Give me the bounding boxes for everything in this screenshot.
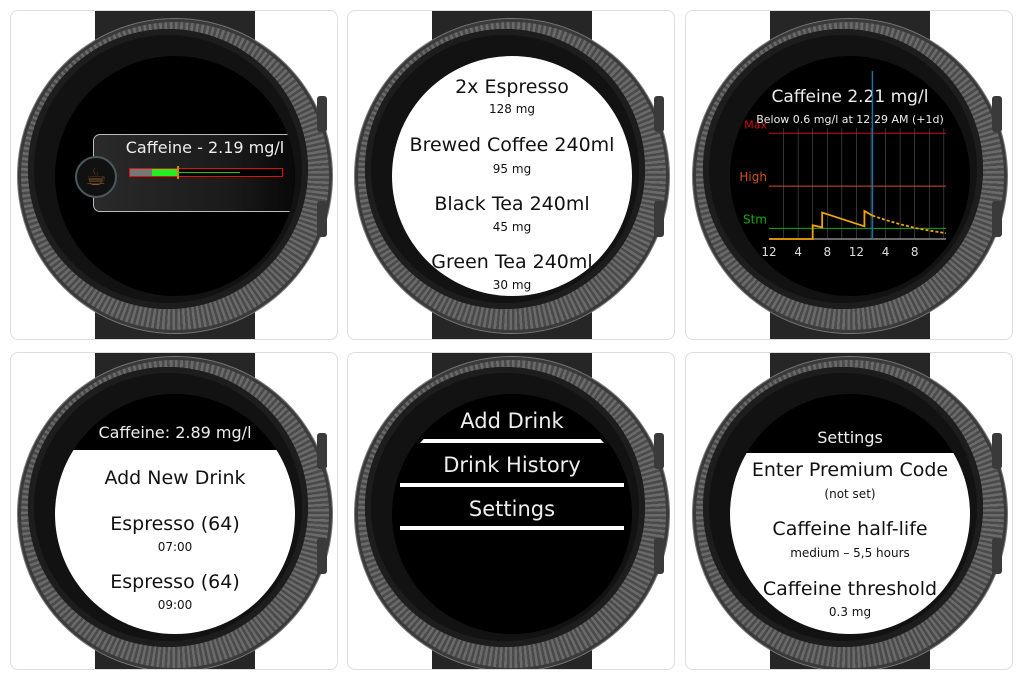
watch-button xyxy=(654,538,664,574)
setting-premium-code[interactable]: Enter Premium Code xyxy=(751,459,949,481)
watch-button xyxy=(317,433,327,469)
watch-button xyxy=(992,433,1002,469)
history-time: 09:00 xyxy=(157,598,193,612)
watch-screen: 2x Espresso 128 mg Brewed Coffee 240ml 9… xyxy=(392,56,632,296)
drink-list-card: 2x Espresso 128 mg Brewed Coffee 240ml 9… xyxy=(347,10,675,340)
bar-segment-gray xyxy=(130,169,152,176)
caffeine-title: Caffeine - 2.19 mg/l xyxy=(125,138,285,157)
caffeine-chart: Max High Stm 12 4 8 12 4 8 xyxy=(739,71,947,259)
setting-value: medium – 5,5 hours xyxy=(790,546,910,560)
drink-name[interactable]: 2x Espresso xyxy=(455,76,569,98)
x-tick-label: 12 xyxy=(761,245,776,259)
chart-title: Caffeine 2.21 mg/l xyxy=(771,87,929,107)
drink-name[interactable]: Brewed Coffee 240ml xyxy=(409,134,615,156)
setting-threshold[interactable]: Caffeine threshold xyxy=(762,578,938,600)
menu-divider xyxy=(400,483,624,487)
bar-green-range xyxy=(178,172,240,173)
x-tick-label: 8 xyxy=(823,245,831,259)
setting-half-life[interactable]: Caffeine half-life xyxy=(772,518,928,540)
bar-segment-green xyxy=(152,169,178,176)
watch-button xyxy=(654,201,664,237)
list-area xyxy=(55,450,295,634)
watch-screen: Caffeine 2.21 mg/l Below 0.6 mg/l at 12:… xyxy=(730,56,970,296)
chart-card: Caffeine 2.21 mg/l Below 0.6 mg/l at 12:… xyxy=(685,10,1013,340)
drink-amount: 30 mg xyxy=(492,278,532,292)
menu-item-drink-history[interactable]: Drink History xyxy=(443,453,581,477)
drink-name[interactable]: Black Tea 240ml xyxy=(434,193,590,215)
drink-amount: 45 mg xyxy=(492,220,532,234)
x-tick-label: 12 xyxy=(849,245,864,259)
settings-header: Settings xyxy=(817,428,883,447)
watch-button xyxy=(654,96,664,132)
add-new-drink-button[interactable]: Add New Drink xyxy=(104,467,246,489)
watch-button xyxy=(654,433,664,469)
caffeine-series-dashed xyxy=(872,214,947,235)
bar-marker xyxy=(177,166,179,179)
x-tick-label: 8 xyxy=(911,245,919,259)
level-label: High xyxy=(739,170,767,184)
history-card: Caffeine: 2.89 mg/l Add New Drink Espres… xyxy=(10,352,338,670)
watch-screen: Caffeine: 2.89 mg/l Add New Drink Espres… xyxy=(55,394,295,634)
watch-button xyxy=(317,96,327,132)
watch-glance-card: ☕ Caffeine - 2.19 mg/l xyxy=(10,10,338,340)
caffeine-series-solid xyxy=(769,209,873,240)
watch-button xyxy=(317,201,327,237)
settings-list xyxy=(730,453,970,634)
menu-item-settings[interactable]: Settings xyxy=(468,497,556,521)
watch-button xyxy=(992,201,1002,237)
settings-card: Settings Enter Premium Code (not set) Ca… xyxy=(685,352,1013,670)
watch-screen: Add Drink Drink History Settings xyxy=(392,394,632,634)
menu-divider xyxy=(420,439,604,443)
watch-button xyxy=(992,538,1002,574)
x-tick-label: 4 xyxy=(794,245,802,259)
main-menu-card: Add Drink Drink History Settings xyxy=(347,352,675,670)
watch-screen: Settings Enter Premium Code (not set) Ca… xyxy=(730,394,970,634)
chart-subtitle: Below 0.6 mg/l at 12:29 AM (+1d) xyxy=(756,113,944,126)
watch-button xyxy=(317,538,327,574)
setting-value: 0.3 mg xyxy=(828,605,872,619)
caffeine-header: Caffeine: 2.89 mg/l xyxy=(98,423,252,442)
history-time: 07:00 xyxy=(157,540,193,554)
x-tick-label: 4 xyxy=(882,245,890,259)
drink-amount: 95 mg xyxy=(492,162,532,176)
watch-button xyxy=(992,96,1002,132)
level-label: Stm xyxy=(743,212,767,226)
history-entry[interactable]: Espresso (64) xyxy=(110,513,240,535)
level-label: Max xyxy=(744,118,767,131)
watch-screen: ☕ Caffeine - 2.19 mg/l xyxy=(55,56,295,296)
drink-name[interactable]: Green Tea 240ml xyxy=(431,251,593,273)
caffeine-level-bar xyxy=(129,166,283,179)
menu-item-add-drink[interactable]: Add Drink xyxy=(460,409,564,433)
drink-amount: 128 mg xyxy=(488,102,536,116)
coffee-cup-icon: ☕ xyxy=(75,156,117,198)
menu-divider xyxy=(400,526,624,530)
history-entry[interactable]: Espresso (64) xyxy=(110,571,240,593)
setting-value: (not set) xyxy=(824,487,876,501)
